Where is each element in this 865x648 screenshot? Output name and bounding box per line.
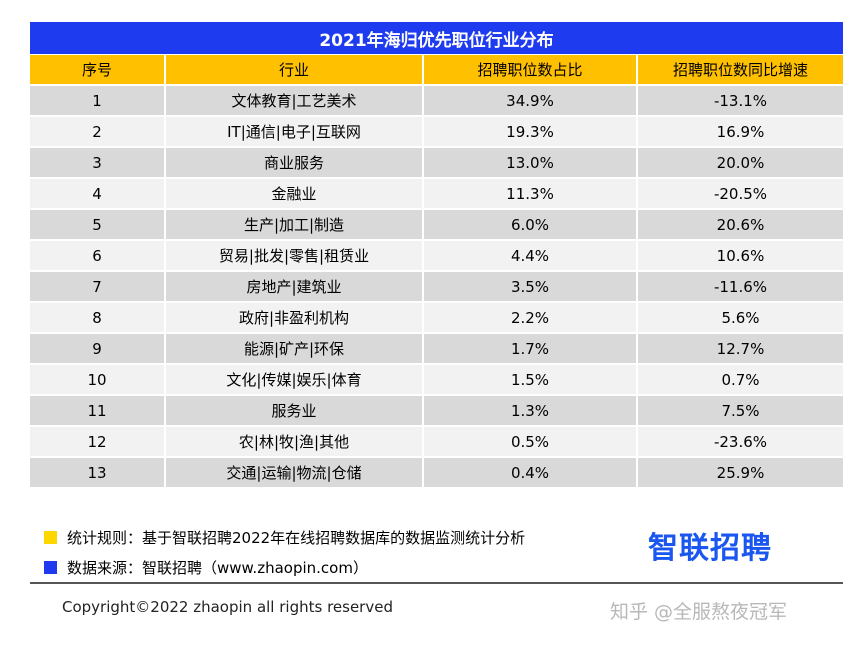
cell-index: 4 <box>30 177 166 209</box>
cell-industry: 房地产|建筑业 <box>165 270 424 302</box>
table-header-row: 序号 行业 招聘职位数占比 招聘职位数同比增速 <box>30 55 843 85</box>
header-industry: 行业 <box>165 55 424 85</box>
cell-share: 3.5% <box>423 270 638 302</box>
cell-share: 4.4% <box>423 239 638 271</box>
cell-share: 0.4% <box>423 456 638 487</box>
table-row: 3 商业服务 13.0% 20.0% <box>30 146 843 178</box>
note-source: 数据来源：智联招聘（www.zhaopin.com） <box>44 552 525 582</box>
cell-share: 1.7% <box>423 332 638 364</box>
cell-index: 12 <box>30 425 166 457</box>
footnotes: 统计规则：基于智联招聘2022年在线招聘数据库的数据监测统计分析 数据来源：智联… <box>44 522 525 582</box>
cell-index: 5 <box>30 208 166 240</box>
table-row: 11 服务业 1.3% 7.5% <box>30 394 843 426</box>
cell-share: 1.3% <box>423 394 638 426</box>
table-row: 2 IT|通信|电子|互联网 19.3% 16.9% <box>30 115 843 147</box>
cell-index: 10 <box>30 363 166 395</box>
cell-industry: 文化|传媒|娱乐|体育 <box>165 363 424 395</box>
table-row: 10 文化|传媒|娱乐|体育 1.5% 0.7% <box>30 363 843 395</box>
cell-growth: -13.1% <box>637 84 843 116</box>
cell-share: 2.2% <box>423 301 638 333</box>
cell-index: 2 <box>30 115 166 147</box>
table-row: 12 农|林|牧|渔|其他 0.5% -23.6% <box>30 425 843 457</box>
cell-industry: 交通|运输|物流|仓储 <box>165 456 424 487</box>
cell-index: 8 <box>30 301 166 333</box>
cell-growth: -20.5% <box>637 177 843 209</box>
note-rule-text: 统计规则：基于智联招聘2022年在线招聘数据库的数据监测统计分析 <box>67 528 526 547</box>
note-rule: 统计规则：基于智联招聘2022年在线招聘数据库的数据监测统计分析 <box>44 522 525 552</box>
table-row: 6 贸易|批发|零售|租赁业 4.4% 10.6% <box>30 239 843 271</box>
cell-index: 3 <box>30 146 166 178</box>
cell-growth: 10.6% <box>637 239 843 271</box>
cell-industry: 金融业 <box>165 177 424 209</box>
cell-growth: 5.6% <box>637 301 843 333</box>
table-row: 8 政府|非盈利机构 2.2% 5.6% <box>30 301 843 333</box>
cell-growth: 7.5% <box>637 394 843 426</box>
cell-share: 19.3% <box>423 115 638 147</box>
header-index: 序号 <box>30 55 166 85</box>
industry-table: 序号 行业 招聘职位数占比 招聘职位数同比增速 1 文体教育|工艺美术 34.9% -… <box>30 55 843 487</box>
cell-share: 13.0% <box>423 146 638 178</box>
header-share: 招聘职位数占比 <box>423 55 638 85</box>
cell-industry: 商业服务 <box>165 146 424 178</box>
cell-index: 7 <box>30 270 166 302</box>
blue-square-icon <box>44 560 57 574</box>
cell-industry: 服务业 <box>165 394 424 426</box>
copyright-text: Copyright©2022 zhaopin all rights reserv… <box>62 598 393 616</box>
cell-industry: IT|通信|电子|互联网 <box>165 115 424 147</box>
cell-industry: 能源|矿产|环保 <box>165 332 424 364</box>
cell-growth: 20.0% <box>637 146 843 178</box>
cell-industry: 政府|非盈利机构 <box>165 301 424 333</box>
cell-growth: 0.7% <box>637 363 843 395</box>
table-row: 9 能源|矿产|环保 1.7% 12.7% <box>30 332 843 364</box>
table-row: 13 交通|运输|物流|仓储 0.4% 25.9% <box>30 456 843 487</box>
divider <box>30 582 843 584</box>
cell-index: 1 <box>30 84 166 116</box>
cell-industry: 贸易|批发|零售|租赁业 <box>165 239 424 271</box>
cell-growth: 25.9% <box>637 456 843 487</box>
cell-share: 0.5% <box>423 425 638 457</box>
cell-industry: 农|林|牧|渔|其他 <box>165 425 424 457</box>
cell-index: 13 <box>30 456 166 487</box>
yellow-square-icon <box>44 530 57 544</box>
cell-share: 1.5% <box>423 363 638 395</box>
watermark-text: 知乎 @全服熬夜冠军 <box>610 601 788 623</box>
zhaopin-logo: 智联招聘 <box>648 531 772 566</box>
cell-index: 6 <box>30 239 166 271</box>
cell-industry: 文体教育|工艺美术 <box>165 84 424 116</box>
table-row: 1 文体教育|工艺美术 34.9% -13.1% <box>30 84 843 116</box>
table-row: 4 金融业 11.3% -20.5% <box>30 177 843 209</box>
cell-growth: 16.9% <box>637 115 843 147</box>
cell-share: 34.9% <box>423 84 638 116</box>
cell-growth: -23.6% <box>637 425 843 457</box>
cell-index: 9 <box>30 332 166 364</box>
cell-growth: -11.6% <box>637 270 843 302</box>
table-row: 7 房地产|建筑业 3.5% -11.6% <box>30 270 843 302</box>
cell-industry: 生产|加工|制造 <box>165 208 424 240</box>
table-row: 5 生产|加工|制造 6.0% 20.6% <box>30 208 843 240</box>
cell-growth: 20.6% <box>637 208 843 240</box>
note-source-text: 数据来源：智联招聘（www.zhaopin.com） <box>67 558 368 577</box>
table-title: 2021年海归优先职位行业分布 <box>30 22 843 54</box>
cell-growth: 12.7% <box>637 332 843 364</box>
cell-index: 11 <box>30 394 166 426</box>
cell-share: 11.3% <box>423 177 638 209</box>
header-growth: 招聘职位数同比增速 <box>637 55 843 85</box>
cell-share: 6.0% <box>423 208 638 240</box>
